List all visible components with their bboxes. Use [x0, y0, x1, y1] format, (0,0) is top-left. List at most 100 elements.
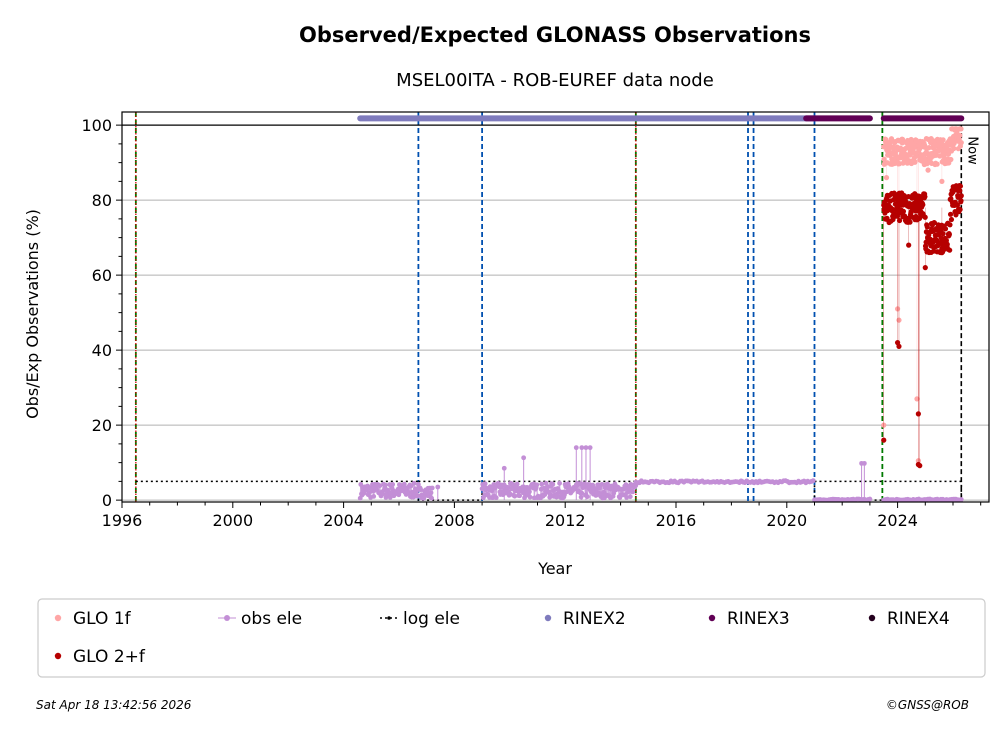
obs-ele-point	[958, 497, 964, 502]
glo-2f-point	[924, 224, 930, 230]
glo-1f-point	[914, 396, 920, 402]
glo-1f-point	[881, 156, 887, 162]
glo-2f-point	[958, 193, 964, 199]
glo-2f-point	[906, 242, 912, 248]
glo-2f-point	[946, 231, 952, 238]
glo-2f-point	[896, 343, 902, 349]
glo-1f-point	[912, 159, 918, 165]
legend-marker	[708, 614, 716, 622]
x-tick-label: 2020	[766, 511, 807, 530]
legend-box	[37, 598, 986, 678]
legend-label: log ele	[403, 609, 460, 629]
footer-timestamp: Sat Apr 18 13:42:56 2026	[36, 698, 192, 712]
obs-ele-point	[501, 465, 507, 471]
legend-marker	[544, 614, 552, 622]
obs-ele-point	[521, 455, 527, 461]
legend-marker	[54, 614, 62, 622]
legend-label: GLO 2+f	[73, 647, 146, 667]
now-label: Now	[964, 136, 979, 165]
glo-2f-point	[942, 226, 949, 232]
glo-2f-point	[947, 247, 953, 253]
glo-2f-point	[957, 206, 963, 213]
x-tick-label: 2016	[656, 511, 697, 530]
y-tick-label: 40	[92, 341, 112, 360]
glo-1f-point	[939, 178, 945, 184]
glo-2f-point	[934, 237, 940, 243]
glo-2f-point	[958, 198, 964, 204]
y-tick-label: 20	[92, 416, 112, 435]
obs-ele-point	[435, 484, 441, 490]
legend-marker	[387, 616, 391, 620]
glo-2f-point	[920, 202, 926, 208]
glo-2f-point	[881, 437, 887, 443]
glo-2f-point	[944, 241, 950, 247]
legend-marker	[868, 614, 876, 622]
glo-1f-point	[883, 175, 890, 181]
glo-1f-point	[958, 126, 964, 132]
y-tick-label: 80	[92, 191, 112, 210]
footer-copyright: ©GNSS@ROB	[886, 698, 969, 712]
obs-ele-point	[429, 485, 435, 491]
glo-2f-point	[896, 217, 903, 224]
glo-1f-point	[934, 161, 940, 167]
chart-subtitle: MSEL00ITA - ROB-EUREF data node	[396, 70, 714, 91]
x-tick-label: 2012	[545, 511, 586, 530]
obs-ele-line	[883, 497, 962, 502]
obs-ele-line	[814, 498, 871, 502]
glo-2f-point	[900, 208, 907, 214]
legend-label: RINEX2	[563, 609, 626, 629]
legend-label: obs ele	[241, 609, 302, 629]
event-lines	[134, 112, 963, 502]
glo-2f-point	[931, 220, 938, 226]
obs-ele-point	[579, 445, 585, 451]
obs-ele-point	[587, 445, 593, 451]
glo-2f-point	[940, 231, 946, 237]
y-tick-label: 0	[102, 491, 112, 510]
y-tick-label: 100	[81, 116, 112, 135]
glo-2f-point	[947, 211, 954, 217]
obs-ele-line	[418, 487, 433, 500]
y-grid	[122, 199, 989, 501]
glo-2f-point	[884, 215, 890, 221]
glo-1f-point	[957, 132, 963, 138]
obs-ele-series	[357, 445, 964, 503]
x-tick-label: 2024	[877, 511, 918, 530]
glo-1f-point	[940, 137, 946, 143]
glo-2f-point	[907, 219, 913, 225]
obs-ele-point	[573, 445, 579, 451]
legend-label: RINEX3	[727, 609, 790, 629]
glo-1f-point	[925, 167, 931, 173]
glo-1f-point	[951, 145, 957, 152]
legend: GLO 1f obs ele log ele RINEX2 RINEX3 RINEX4 GL…	[54, 609, 950, 667]
glo-1f-point	[958, 139, 964, 146]
glo-2f-point	[947, 222, 953, 228]
glo-2f-point	[957, 188, 963, 194]
legend-marker	[224, 615, 230, 621]
y-axis-label: Obs/Exp Observations (%)	[23, 209, 42, 419]
legend-label: RINEX4	[887, 609, 950, 629]
x-tick-label: 2004	[323, 511, 364, 530]
x-tick-label: 2000	[212, 511, 253, 530]
obs-ele-point	[583, 445, 589, 451]
x-tick-label: 2008	[434, 511, 475, 530]
glo-2f-point	[948, 216, 955, 223]
glo-1f-point	[883, 137, 889, 143]
obs-ele-line	[359, 482, 419, 500]
glo-2f-series	[881, 183, 964, 469]
obs-ele-line	[635, 478, 815, 485]
glo-2f-point	[922, 194, 928, 200]
x-axis: 1996 2000 2004 2008 2012 2016 2020 2024	[102, 502, 982, 530]
glo-2f-point	[922, 265, 928, 271]
x-axis-label: Year	[537, 559, 572, 578]
glo-1f-series	[881, 126, 964, 464]
glo-1f-point	[948, 156, 954, 163]
x-tick-label: 1996	[102, 511, 143, 530]
obs-ele-point	[861, 460, 867, 466]
obs-ele-line	[481, 481, 637, 501]
glo-1f-point	[926, 145, 932, 151]
chart-title: Observed/Expected GLONASS Observations	[299, 23, 811, 47]
glo-2f-point	[917, 463, 923, 469]
y-axis: 0 20 40 60 80 100	[81, 116, 122, 510]
y-tick-label: 60	[92, 266, 112, 285]
